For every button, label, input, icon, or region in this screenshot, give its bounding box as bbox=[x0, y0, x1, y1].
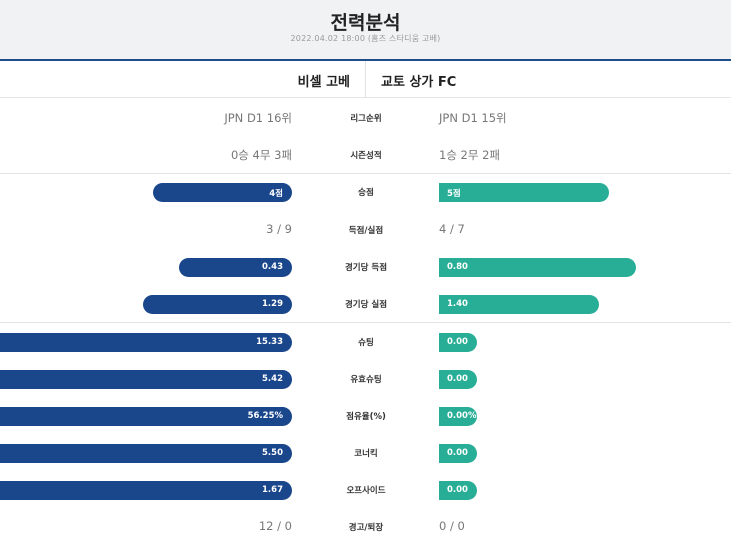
home-bar-value: 0.43 bbox=[262, 262, 283, 272]
section-divider bbox=[0, 173, 731, 174]
away-bar-value: 0.00 bbox=[447, 337, 468, 347]
away-team-name[interactable]: 교토 상가 FC bbox=[381, 75, 457, 90]
stat-label: 점유율(%) bbox=[346, 412, 386, 422]
home-value: JPN D1 16위 bbox=[224, 111, 292, 125]
team-names-row: 비셀 고베 교토 상가 FC bbox=[0, 61, 731, 98]
home-bar: 1.67 bbox=[0, 481, 292, 500]
page-title: 전력분석 bbox=[330, 12, 401, 34]
stat-label: 슈팅 bbox=[358, 338, 374, 348]
stat-label: 리그순위 bbox=[350, 114, 382, 124]
home-bar: 1.29 bbox=[143, 295, 292, 314]
home-bar: 5.50 bbox=[0, 444, 292, 463]
header-divider bbox=[0, 59, 731, 61]
stat-label: 오프사이드 bbox=[346, 486, 386, 496]
away-bar-value: 5점 bbox=[447, 189, 461, 199]
home-bar-value: 4점 bbox=[269, 189, 283, 199]
away-bar: 1.40 bbox=[439, 295, 599, 314]
home-bar-value: 15.33 bbox=[256, 337, 283, 347]
away-bar-value: 0.00 bbox=[447, 485, 468, 495]
away-value: 0 / 0 bbox=[439, 519, 465, 533]
stat-label: 승점 bbox=[358, 188, 374, 198]
stat-row-goals-per-match: 0.43 경기당 득점 0.80 bbox=[0, 256, 731, 278]
stat-label: 경기당 득점 bbox=[344, 263, 388, 273]
away-bar-value: 0.00 bbox=[447, 374, 468, 384]
away-bar: 5점 bbox=[439, 183, 609, 202]
away-value: JPN D1 15위 bbox=[439, 111, 507, 125]
stat-row-corners: 5.50 코너킥 0.00 bbox=[0, 442, 731, 464]
stat-label: 유효슈팅 bbox=[350, 375, 382, 385]
home-bar: 0.43 bbox=[179, 258, 292, 277]
stat-label: 시즌성적 bbox=[350, 151, 382, 161]
stat-row-possession: 56.25% 점유율(%) 0.00% bbox=[0, 405, 731, 427]
stat-row-offsides: 1.67 오프사이드 0.00 bbox=[0, 479, 731, 501]
team-divider bbox=[365, 61, 366, 98]
stat-label: 득점/실점 bbox=[348, 226, 384, 236]
home-bar-value: 56.25% bbox=[247, 411, 283, 421]
home-bar-value: 5.42 bbox=[262, 374, 283, 384]
stat-row-goals: 3 / 9 득점/실점 4 / 7 bbox=[0, 219, 731, 241]
stat-row-shots-on-target: 5.42 유효슈팅 0.00 bbox=[0, 368, 731, 390]
section-divider bbox=[0, 322, 731, 323]
away-bar: 0.00 bbox=[439, 444, 477, 463]
away-bar: 0.00% bbox=[439, 407, 477, 426]
away-bar: 0.00 bbox=[439, 333, 477, 352]
home-value: 0승 4무 3패 bbox=[230, 148, 292, 162]
home-bar: 5.42 bbox=[0, 370, 292, 389]
home-bar-value: 1.67 bbox=[262, 485, 283, 495]
stat-row-points: 4점 승점 5점 bbox=[0, 181, 731, 203]
stat-row-season-record: 0승 4무 3패 시즌성적 1승 2무 2패 bbox=[0, 144, 731, 166]
stat-row-conceded-per-match: 1.29 경기당 실점 1.40 bbox=[0, 293, 731, 315]
home-bar-value: 5.50 bbox=[262, 448, 283, 458]
away-bar-value: 0.80 bbox=[447, 262, 468, 272]
home-bar: 56.25% bbox=[0, 407, 292, 426]
stat-row-shots: 15.33 슈팅 0.00 bbox=[0, 331, 731, 353]
stat-row-league-rank: JPN D1 16위 리그순위 JPN D1 15위 bbox=[0, 107, 731, 129]
stat-label: 경고/퇴장 bbox=[348, 523, 384, 533]
home-bar: 4점 bbox=[153, 183, 292, 202]
stat-label: 코너킥 bbox=[354, 449, 378, 459]
home-bar-value: 1.29 bbox=[262, 299, 283, 309]
away-bar-value: 0.00% bbox=[447, 411, 477, 421]
home-team-name[interactable]: 비셀 고베 bbox=[297, 75, 350, 90]
stat-row-cards: 12 / 0 경고/퇴장 0 / 0 bbox=[0, 516, 731, 538]
match-info: 2022.04.02 18:00 (홈즈 스타디움 고베) bbox=[290, 34, 441, 43]
away-value: 4 / 7 bbox=[439, 222, 465, 236]
away-bar: 0.00 bbox=[439, 370, 477, 389]
page-header: 전력분석 2022.04.02 18:00 (홈즈 스타디움 고베) bbox=[0, 0, 731, 59]
home-bar: 15.33 bbox=[0, 333, 292, 352]
away-bar-value: 1.40 bbox=[447, 299, 468, 309]
home-value: 3 / 9 bbox=[266, 222, 292, 236]
home-value: 12 / 0 bbox=[258, 519, 292, 533]
away-bar: 0.00 bbox=[439, 481, 477, 500]
away-bar-value: 0.00 bbox=[447, 448, 468, 458]
away-value: 1승 2무 2패 bbox=[439, 148, 501, 162]
away-bar: 0.80 bbox=[439, 258, 636, 277]
stat-label: 경기당 실점 bbox=[344, 300, 388, 310]
